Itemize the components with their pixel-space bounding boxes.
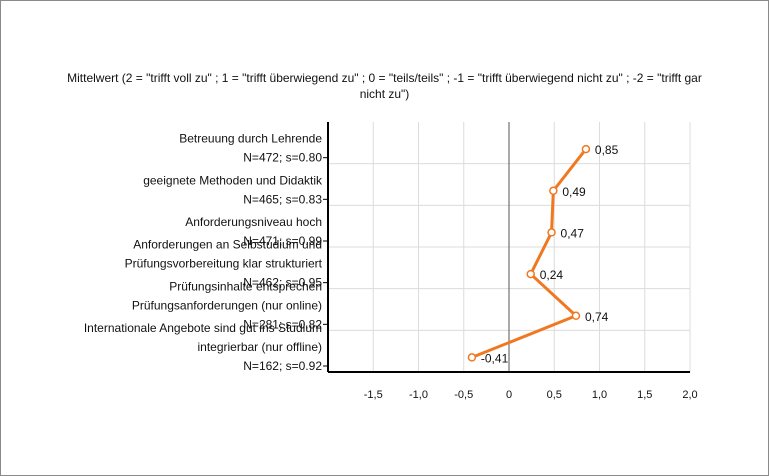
data-label: 0,47 [561,226,585,240]
data-point [547,228,556,237]
data-label: 0,24 [540,268,564,282]
x-tick-label: 2,0 [682,389,697,401]
data-label: -0,41 [481,351,509,365]
series: 0,85 0,49 0,47 0,24 0,74 -0,41 [467,143,619,365]
x-tick-label: -1,0 [409,389,428,401]
data-point [549,186,558,195]
data-label: 0,49 [562,185,586,199]
category-label: integrierbar (nur offline) [197,340,322,354]
data-label: 0,74 [585,310,609,324]
x-tick-label: 0,5 [547,389,562,401]
axes: -1,5 -1,0 -0,5 0 0,5 1,0 1,5 2,0 [327,122,698,401]
x-tick-label: 0 [506,389,512,401]
series-line [471,148,588,359]
category-label: Anforderungsniveau hoch [185,215,322,229]
data-point [526,269,535,279]
category-stats: N=462; s=0.95 [243,276,322,290]
data-point [581,144,591,154]
category-label: Betreuung durch Lehrende [179,132,322,146]
category-label: Prüfungsanforderungen (nur online) [132,298,322,312]
category-stats: N=465; s=0.83 [243,192,322,206]
category-labels: Betreuung durch Lehrende N=472; s=0.80 gee… [84,132,328,373]
category-stats: N=162; s=0.92 [243,359,322,373]
data-point [467,353,477,362]
category-label: Internationale Angebote sind gut ins Stu… [84,321,322,335]
chart-title-line-1: Mittelwert (2 = "trifft voll zu" ; 1 = "… [67,71,702,85]
data-label: 0,85 [595,143,619,157]
x-tick-label: 1,0 [592,389,607,401]
x-tick-label: 1,5 [637,389,652,401]
category-stats: N=471; s=0.99 [243,234,322,248]
x-tick-label: -0,5 [454,389,473,401]
data-point [571,311,581,320]
category-stats: N=281; s=0.82 [243,317,322,331]
chart-title-line-2: nicht zu") [359,87,410,101]
category-label: Prüfungsinhalte entsprechen [169,279,322,293]
category-stats: N=472; s=0.80 [243,151,322,165]
category-label: Anforderungen an Selbstudium und [133,238,322,252]
category-label: geeignete Methoden und Didaktik [143,173,323,187]
category-label: Prüfungsvorbereitung klar strukturiert [125,257,323,271]
chart-title: Mittelwert (2 = "trifft voll zu" ; 1 = "… [0,70,769,102]
x-tick-label: -1,5 [364,389,383,401]
